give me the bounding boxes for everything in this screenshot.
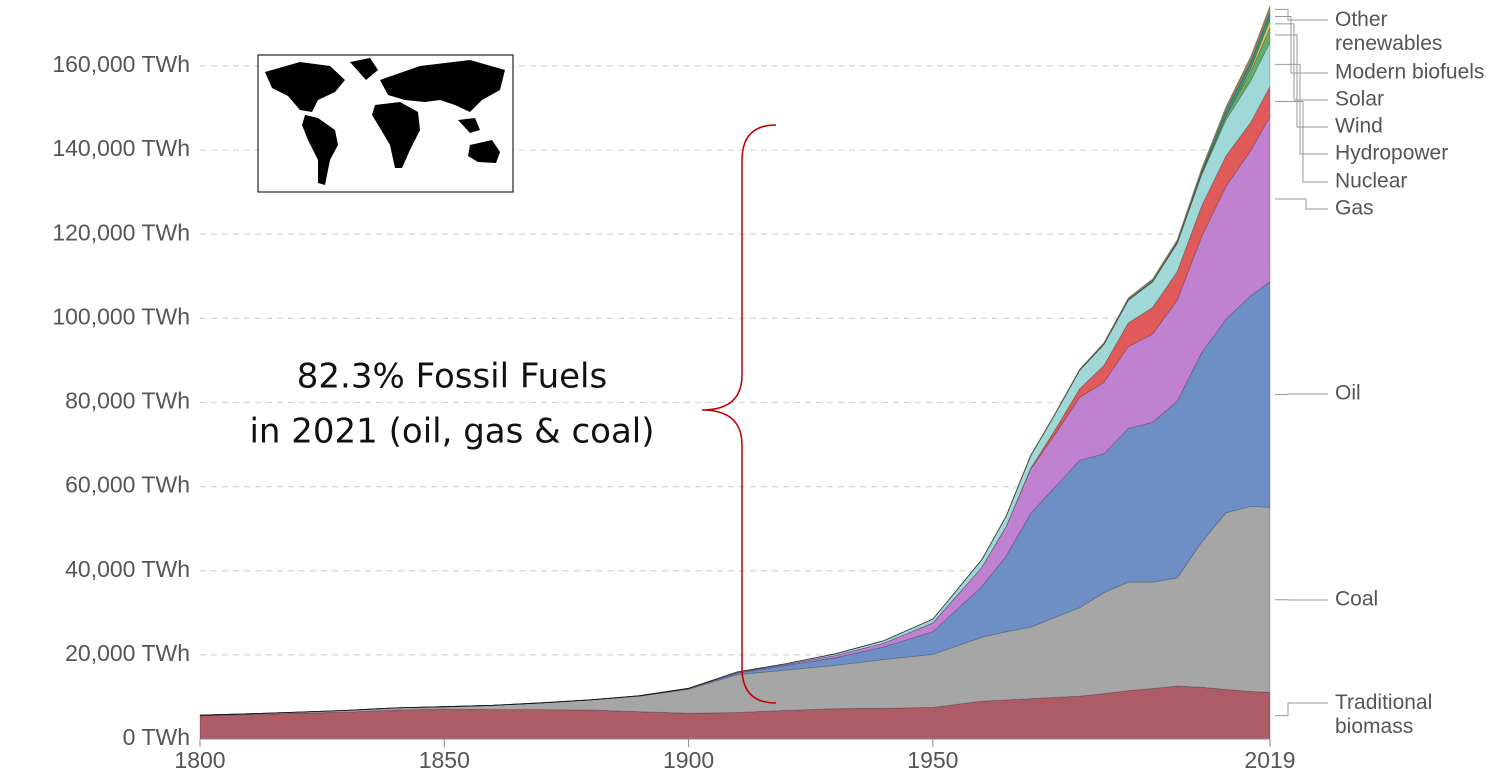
x-tick-label: 1800	[174, 747, 225, 773]
y-tick-label: 140,000 TWh	[52, 135, 190, 161]
x-tick-label: 1950	[907, 747, 958, 773]
y-tick-label: 60,000 TWh	[65, 472, 190, 498]
series-label: Gas	[1335, 197, 1374, 220]
series-label: Traditional biomass	[1335, 691, 1438, 738]
area	[199, 86, 1271, 716]
series-label: Solar	[1335, 88, 1384, 111]
area	[199, 42, 1271, 716]
leader-line	[1275, 8, 1328, 21]
series-label: Coal	[1335, 588, 1378, 611]
series-label: Modern biofuels	[1335, 61, 1484, 84]
area	[199, 505, 1271, 717]
leader-line	[1275, 702, 1328, 717]
y-tick-label: 0 TWh	[123, 724, 190, 750]
area	[199, 280, 1271, 716]
series-label: Nuclear	[1335, 170, 1407, 193]
y-tick-label: 160,000 TWh	[52, 51, 190, 77]
y-tick-label: 80,000 TWh	[65, 388, 190, 414]
series-label: Hydropower	[1335, 142, 1448, 165]
annotation: in 2021 (oil, gas & coal)	[249, 412, 654, 452]
leader-line	[1275, 100, 1328, 183]
annotation: 82.3% Fossil Fuels	[297, 357, 607, 397]
area	[199, 114, 1271, 716]
leader-line	[1275, 63, 1328, 155]
series-label: Oil	[1335, 382, 1361, 405]
x-tick-label: 1900	[663, 747, 714, 773]
y-tick-label: 20,000 TWh	[65, 640, 190, 666]
leader-line	[1275, 23, 1328, 101]
area	[199, 27, 1271, 716]
brace	[701, 124, 777, 704]
area	[199, 19, 1271, 716]
area	[199, 12, 1271, 716]
area	[199, 5, 1271, 716]
plot: 0 TWh 20,000 TWh 40,000 TWh 60,000 TWh 80,00…	[52, 5, 1484, 773]
x-tick-label: 1850	[419, 747, 470, 773]
y-tick-label: 120,000 TWh	[52, 219, 190, 245]
x-tick-label: 2019	[1244, 747, 1295, 773]
y-tick-label: 100,000 TWh	[52, 303, 190, 329]
leader-line	[1275, 198, 1328, 210]
leader-line	[1275, 34, 1328, 128]
y-tick-label: 40,000 TWh	[65, 556, 190, 582]
series-label: Wind	[1335, 115, 1383, 138]
leader-line	[1275, 15, 1328, 74]
series-label: Other renewables	[1335, 8, 1442, 55]
world-map	[257, 54, 514, 193]
